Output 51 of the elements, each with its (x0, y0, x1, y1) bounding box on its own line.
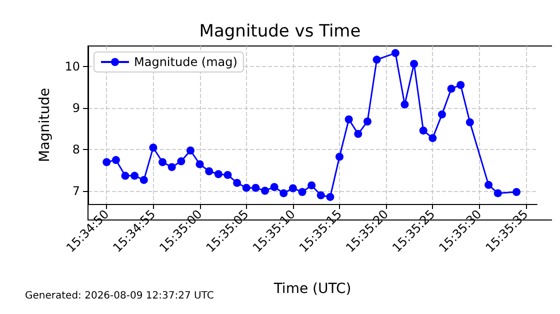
point (428, 134, 437, 142)
point (205, 167, 214, 176)
point (372, 56, 381, 64)
point (344, 115, 353, 124)
point (326, 192, 334, 201)
point (391, 49, 400, 58)
y-axis-title: Magnitude (37, 88, 53, 162)
y-tick-label: 8 (72, 142, 80, 157)
point (242, 184, 250, 192)
point (224, 170, 232, 179)
point (261, 186, 269, 195)
point (512, 188, 521, 196)
point (466, 118, 474, 126)
point (288, 184, 297, 192)
y-tick-label: 7 (72, 184, 80, 198)
point (316, 191, 325, 200)
point (214, 170, 222, 178)
point (494, 189, 502, 198)
point (363, 117, 372, 126)
point (112, 156, 120, 164)
text: Generated: 2026-08-09 12:37:27 UTC (25, 290, 214, 302)
point (447, 84, 456, 93)
point (456, 80, 465, 89)
point (168, 163, 176, 172)
point (121, 172, 130, 180)
point (233, 178, 242, 187)
point (298, 188, 306, 196)
point (102, 158, 111, 166)
point (270, 183, 278, 191)
point (484, 180, 493, 189)
x-axis-title: Time (UTC) (272, 281, 352, 297)
point (400, 100, 409, 108)
point (158, 158, 167, 166)
point (336, 152, 344, 161)
point (149, 144, 158, 152)
legend-label: Magnitude (mag) (134, 55, 238, 69)
point (186, 146, 194, 154)
point (130, 172, 139, 180)
point (419, 126, 428, 135)
point (177, 157, 186, 166)
chart-title: Magnitude vs Time (199, 22, 361, 42)
point (308, 181, 316, 190)
point (280, 189, 288, 198)
y-tick-label: 10 (64, 60, 80, 74)
point (438, 110, 446, 118)
point (140, 176, 148, 184)
point (252, 184, 260, 192)
y-tick-label: 9 (72, 101, 80, 116)
point (354, 130, 362, 138)
point (196, 160, 204, 168)
point (410, 60, 418, 68)
